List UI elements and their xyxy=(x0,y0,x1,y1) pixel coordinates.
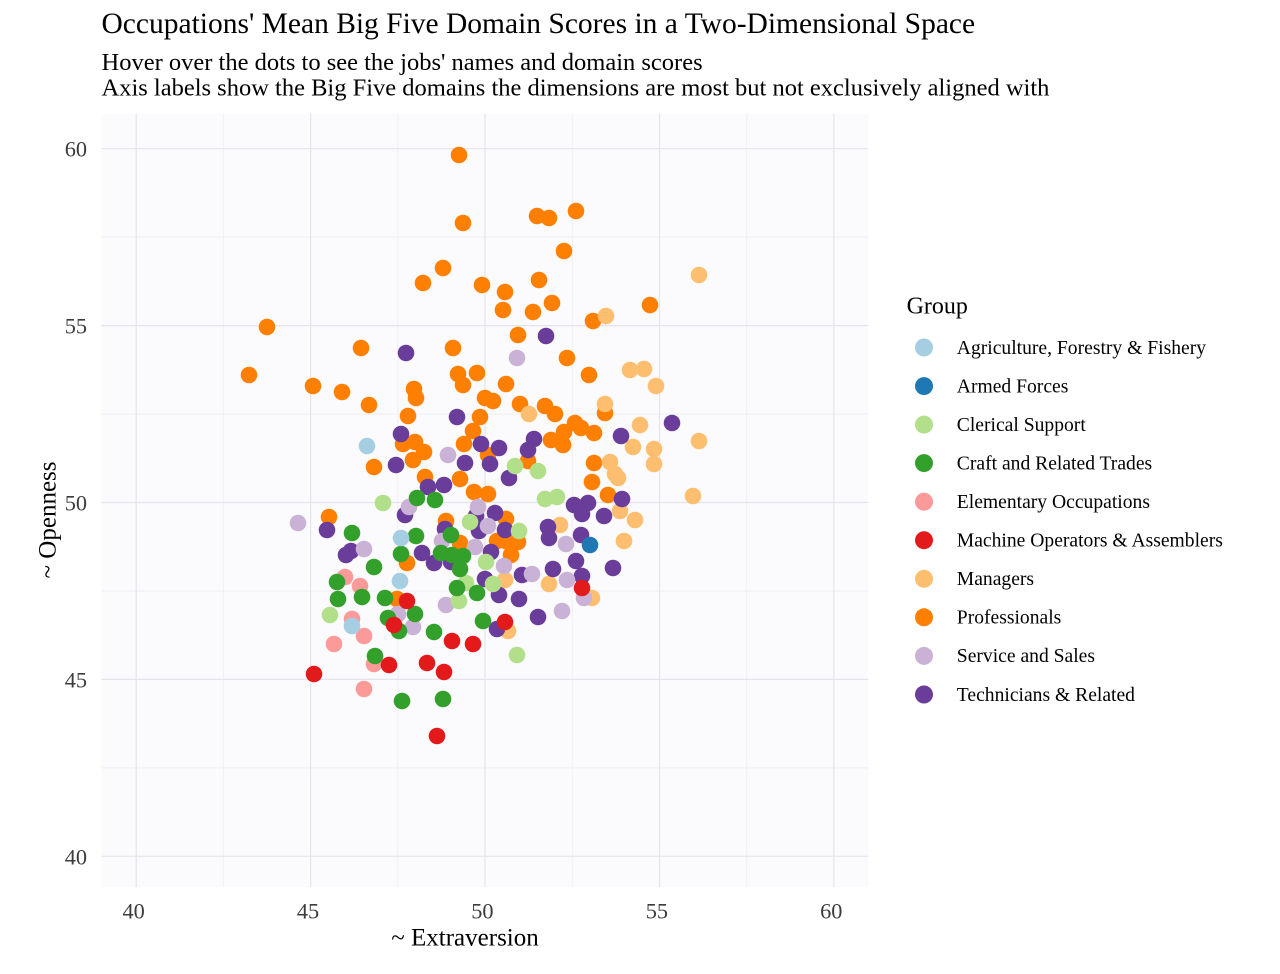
svg-text:60: 60 xyxy=(65,137,87,162)
svg-text:Clerical Support: Clerical Support xyxy=(957,415,1087,436)
svg-text:Axis labels show the Big Five: Axis labels show the Big Five domains th… xyxy=(102,75,1050,102)
svg-text:55: 55 xyxy=(65,314,87,339)
svg-text:60: 60 xyxy=(820,899,842,924)
svg-text:Managers: Managers xyxy=(957,569,1034,590)
svg-text:45: 45 xyxy=(297,899,319,924)
svg-text:50: 50 xyxy=(65,491,87,516)
svg-text:Hover over the dots to see the: Hover over the dots to see the jobs' nam… xyxy=(102,49,703,76)
svg-text:Elementary Occupations: Elementary Occupations xyxy=(957,492,1150,513)
svg-text:Armed Forces: Armed Forces xyxy=(957,376,1069,397)
svg-text:Group: Group xyxy=(907,293,968,319)
svg-text:~ Extraversion: ~ Extraversion xyxy=(391,925,539,952)
svg-text:Machine Operators & Assemblers: Machine Operators & Assemblers xyxy=(957,531,1223,552)
svg-text:~ Openness: ~ Openness xyxy=(35,462,62,579)
svg-text:Occupations' Mean Big Five Dom: Occupations' Mean Big Five Domain Scores… xyxy=(102,8,976,40)
svg-text:40: 40 xyxy=(65,844,87,869)
svg-text:55: 55 xyxy=(646,899,668,924)
svg-text:Service and Sales: Service and Sales xyxy=(957,646,1095,667)
svg-text:Craft and Related Trades: Craft and Related Trades xyxy=(957,453,1152,474)
svg-text:50: 50 xyxy=(471,899,493,924)
svg-text:Agriculture, Forestry & Fisher: Agriculture, Forestry & Fishery xyxy=(957,338,1206,359)
svg-text:40: 40 xyxy=(122,899,144,924)
svg-text:45: 45 xyxy=(65,667,87,692)
svg-text:Technicians & Related: Technicians & Related xyxy=(957,685,1135,706)
svg-text:Professionals: Professionals xyxy=(957,608,1062,629)
